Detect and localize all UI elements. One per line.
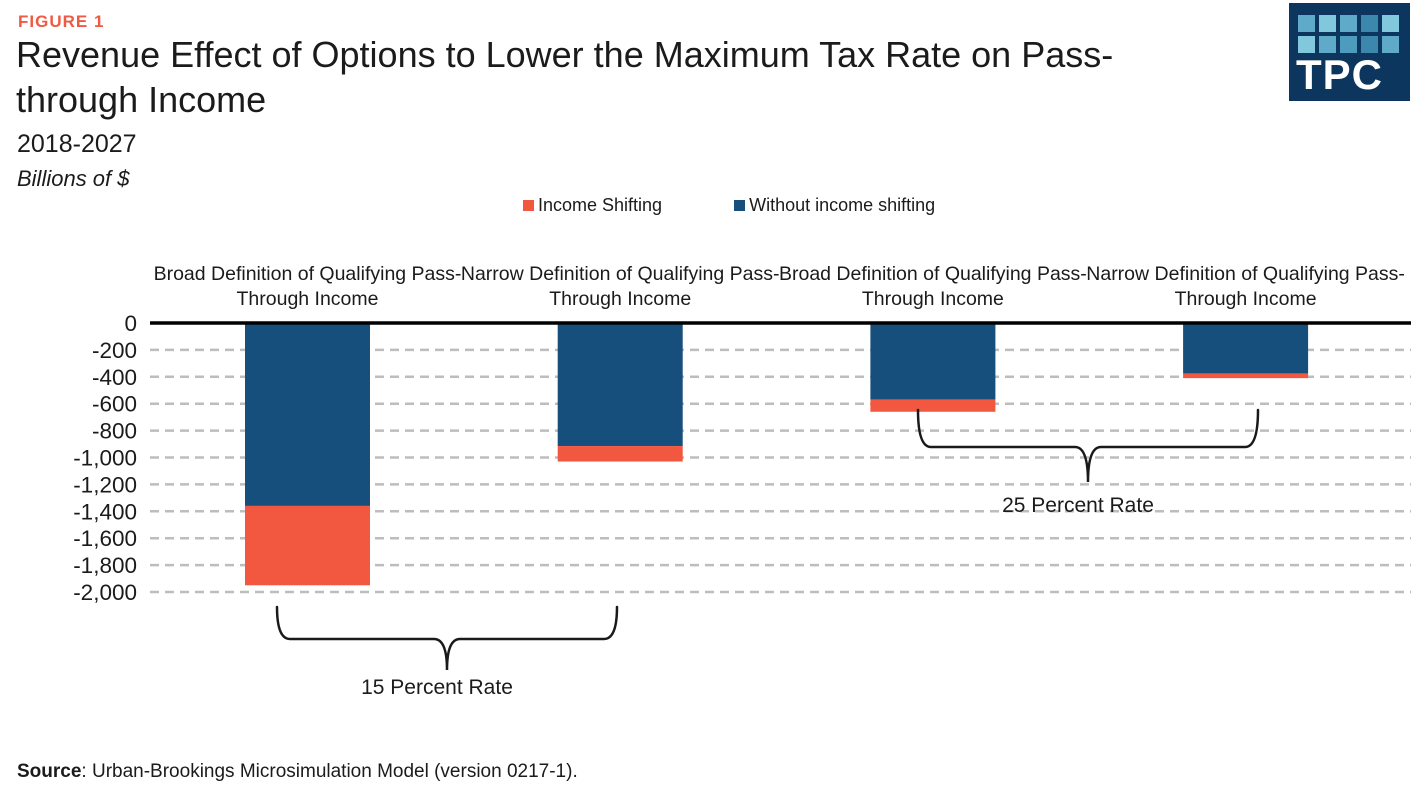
- y-axis-tick-label: -600: [92, 392, 137, 417]
- category-label: Broad Definition of Qualifying Pass-Thro…: [778, 263, 1087, 310]
- chart-title: Revenue Effect of Options to Lower the M…: [16, 34, 1114, 120]
- y-axis-tick-label: -1,800: [73, 553, 137, 578]
- logo-tile: [1382, 36, 1399, 53]
- logo-tile: [1382, 15, 1399, 32]
- y-axis-tick-label: -400: [92, 365, 137, 390]
- bar-segment-without-income-shifting: [245, 323, 370, 506]
- legend-swatch-blue: [734, 200, 746, 211]
- y-axis-tick-label: -2,000: [73, 580, 137, 605]
- bar-segment-without-income-shifting: [557, 323, 683, 447]
- logo-tile: [1319, 36, 1336, 53]
- y-axis-tick-label: -1,000: [73, 446, 137, 471]
- chart-subtitle-years: 2018-2027: [17, 130, 137, 158]
- bar-segment-income-shifting: [1183, 373, 1309, 379]
- chart-legend: Income Shifting Without income shifting: [523, 195, 935, 216]
- brace-label-25-percent-rate: 25 Percent Rate: [1002, 494, 1154, 517]
- legend-swatch-orange: [523, 200, 534, 211]
- bar-segment-without-income-shifting: [1183, 323, 1309, 374]
- legend-item-without-income-shifting: Without income shifting: [734, 195, 935, 216]
- bar-segment-income-shifting: [245, 505, 370, 586]
- legend-label: Income Shifting: [538, 195, 663, 215]
- bar-segment-income-shifting: [557, 446, 683, 462]
- group-brace-1: [916, 408, 1260, 483]
- category-label: Narrow Definition of Qualifying Pass-Thr…: [1086, 263, 1405, 310]
- chart-units-label: Billions of $: [17, 166, 130, 191]
- legend-item-income-shifting: Income Shifting: [523, 195, 662, 216]
- category-label: Narrow Definition of Qualifying Pass-Thr…: [460, 263, 780, 310]
- bar-segment-without-income-shifting: [870, 323, 996, 400]
- logo-tile: [1298, 36, 1315, 53]
- logo-tile: [1298, 15, 1315, 32]
- logo-tile: [1361, 36, 1378, 53]
- tpc-logo-tiles: [1298, 15, 1404, 53]
- legend-label: Without income shifting: [749, 195, 936, 215]
- brace-label-15-percent-rate: 15 Percent Rate: [361, 676, 513, 699]
- figure-label: FIGURE 1: [18, 12, 105, 31]
- tpc-logo: TPC: [1289, 3, 1410, 101]
- logo-tile: [1361, 15, 1378, 32]
- tpc-logo-text: TPC: [1296, 51, 1383, 98]
- bar-segment-income-shifting: [870, 399, 996, 412]
- y-axis-tick-label: -1,600: [73, 526, 137, 551]
- logo-tile: [1340, 36, 1357, 53]
- logo-tile: [1319, 15, 1336, 32]
- y-axis-tick-label: 0: [124, 311, 137, 336]
- group-brace-0: [275, 605, 619, 671]
- y-axis-tick-label: -200: [92, 338, 137, 363]
- logo-tile: [1340, 15, 1357, 32]
- category-label: Broad Definition of Qualifying Pass-Thro…: [153, 263, 462, 310]
- y-axis-tick-label: -800: [92, 419, 137, 444]
- y-axis-tick-label: -1,400: [73, 499, 137, 524]
- source-text: : Urban-Brookings Microsimulation Model …: [81, 761, 578, 782]
- source-note: Source: Urban-Brookings Microsimulation …: [17, 761, 578, 783]
- y-axis-tick-label: -1,200: [73, 472, 137, 497]
- source-label: Source: [17, 761, 82, 782]
